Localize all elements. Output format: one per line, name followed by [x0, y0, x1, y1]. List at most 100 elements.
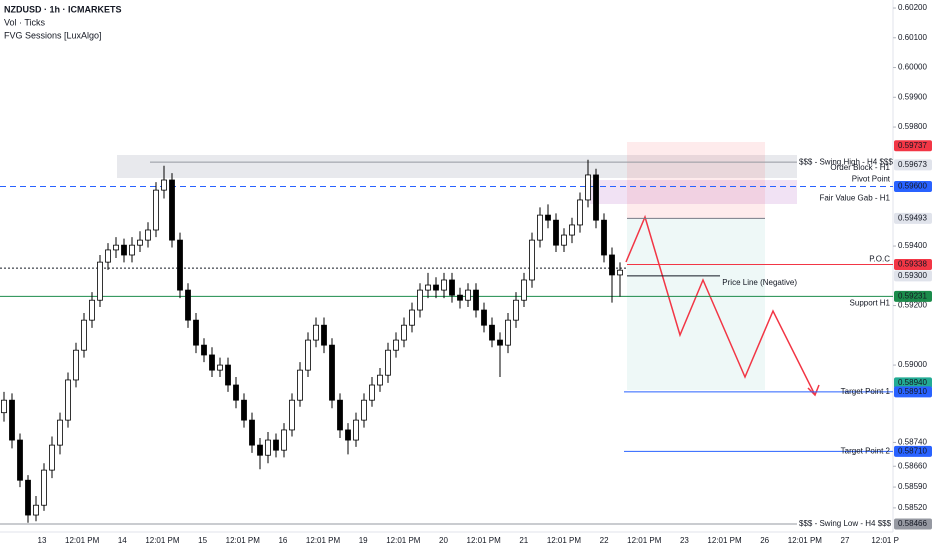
candle-body [377, 374, 383, 386]
candle-body [385, 349, 391, 376]
candle-body [577, 199, 583, 226]
candle-body [185, 289, 191, 321]
x-tick-label: 12:01 PM [707, 536, 742, 545]
y-tick-label: 0.60100 [898, 33, 927, 42]
candle-body [433, 284, 439, 291]
x-tick-label: 26 [760, 536, 769, 545]
candle-body [601, 219, 607, 256]
price-badge [894, 518, 932, 530]
level-text: Target Point 2 [841, 446, 891, 455]
level-text: $$$ - Swing High - H4 $$$ [799, 157, 893, 166]
fvg-zone [590, 180, 797, 204]
indicator-label: Vol · Ticks [4, 17, 46, 27]
x-tick-label: 19 [359, 536, 368, 545]
price-badge [894, 181, 932, 193]
x-tick-label: 21 [519, 536, 528, 545]
candle-body [409, 309, 415, 326]
candle-body [545, 214, 551, 221]
price-badge [894, 445, 932, 457]
candle-body [169, 179, 175, 241]
candle-body [481, 309, 487, 326]
x-tick-label: 12:01 PM [306, 536, 341, 545]
candle-body [217, 364, 223, 371]
candle-body [369, 384, 375, 401]
candle-body [249, 419, 255, 446]
x-tick-label: 12:01 PM [467, 536, 502, 545]
y-tick-label: 0.58590 [898, 482, 927, 491]
candle-body [225, 364, 231, 386]
candle-body [73, 349, 79, 381]
candle-body [473, 289, 479, 311]
y-tick-label: 0.59800 [898, 122, 927, 131]
candle-body [105, 249, 111, 263]
x-tick-label: 14 [118, 536, 127, 545]
candle-body [417, 289, 423, 311]
candle-body [449, 279, 455, 296]
y-tick-label: 0.60000 [898, 63, 927, 72]
candle-body [361, 399, 367, 421]
candle-body [129, 244, 135, 256]
candle-body [289, 399, 295, 431]
candle-body [489, 324, 495, 341]
price-badge-label: 0.59493 [898, 214, 927, 223]
candle-body [65, 379, 71, 421]
price-badge-label: 0.58910 [898, 387, 927, 396]
x-tick-label: 22 [600, 536, 609, 545]
level-text: $$$ - Swing Low - H4 $$$ [799, 519, 892, 528]
x-tick-label: 12:01 PM [788, 536, 823, 545]
x-tick-label: 12:01 PM [65, 536, 100, 545]
candle-body [497, 339, 503, 346]
x-tick-label: 12:01 PM [386, 536, 421, 545]
candle-body [209, 354, 215, 371]
price-badge [894, 259, 932, 271]
y-tick-label: 0.59400 [898, 241, 927, 250]
x-tick-label: 15 [198, 536, 207, 545]
y-tick-label: 0.58740 [898, 438, 927, 447]
price-badge-label: 0.59600 [898, 182, 927, 191]
candle-body [177, 239, 183, 291]
price-badge [894, 270, 932, 282]
candle-body [585, 174, 591, 201]
x-tick-label: 27 [841, 536, 850, 545]
price-badge-label: 0.59300 [898, 271, 927, 280]
projection-path [625, 214, 816, 396]
level-text: Price Line (Negative) [722, 278, 797, 287]
candle-body [353, 419, 359, 441]
price-badge-label: 0.58940 [898, 378, 927, 387]
y-tick-label: 0.58660 [898, 461, 927, 470]
x-tick-label: 13 [38, 536, 47, 545]
candle-body [257, 444, 263, 456]
candle-body [273, 439, 279, 451]
candle-body [25, 479, 31, 516]
candles [1, 159, 623, 523]
candle-body [425, 284, 431, 291]
level-text: Order Block - H1 [830, 163, 890, 172]
price-badge-label: 0.59338 [898, 260, 927, 269]
chart-title: NZDUSD · 1h · ICMARKETS [4, 4, 122, 14]
order-block-zone [117, 155, 797, 178]
candle-body [9, 399, 15, 441]
level-text: Support H1 [850, 298, 891, 307]
candle-body [121, 244, 127, 256]
level-text: Fair Value Gab - H1 [819, 194, 890, 203]
price-badge-label: 0.59673 [898, 160, 927, 169]
price-badge [894, 377, 932, 389]
stop-zone [627, 142, 765, 218]
candle-body [97, 261, 103, 301]
levels: $$$ - Swing High - H4 $$$Order Block - H… [0, 157, 893, 528]
candle-body [553, 219, 559, 246]
candle-body [161, 179, 167, 191]
level-text: Target Point 1 [841, 387, 891, 396]
candle-body [569, 224, 575, 236]
candle-body [313, 324, 319, 341]
price-badge [894, 386, 932, 398]
y-tick-label: 0.59200 [898, 301, 927, 310]
candle-body [57, 419, 63, 446]
candle-body [345, 429, 351, 441]
level-text: Pivot Point [852, 175, 891, 184]
candle-body [1, 399, 7, 414]
price-badge-label: 0.59737 [898, 141, 927, 150]
candle-body [441, 279, 447, 291]
projection-arrow [807, 384, 820, 397]
